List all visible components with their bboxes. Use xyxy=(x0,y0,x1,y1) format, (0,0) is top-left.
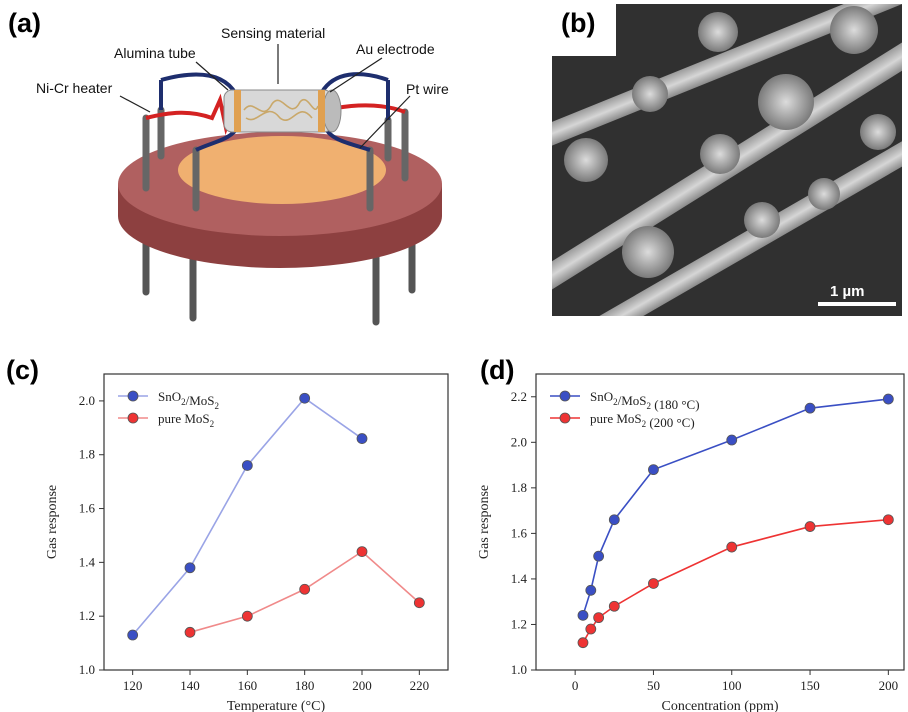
chart-d-data-point xyxy=(804,402,816,414)
chart-d-data-point xyxy=(593,550,605,562)
chart-c-ytick-label: 1.4 xyxy=(79,554,96,569)
label-sensing-material: Sensing material xyxy=(221,25,326,41)
chart-d-data-point xyxy=(648,464,659,476)
chart-c-ytick-label: 2.0 xyxy=(79,393,95,408)
chart-c-xtick-label: 200 xyxy=(352,678,372,693)
sensing-material xyxy=(243,98,319,121)
label-nicr-heater: Ni-Cr heater xyxy=(36,80,113,96)
chart-c-data-point xyxy=(184,626,196,638)
panel-b-letter: (b) xyxy=(561,8,596,38)
chart-c-ytick-label: 1.8 xyxy=(79,447,95,462)
chart-d-ytick-label: 1.2 xyxy=(511,616,527,631)
chart-d-series-line-0 xyxy=(582,398,889,616)
chart-c-legend-marker-1 xyxy=(127,412,139,424)
chart-c-ytick-label: 1.0 xyxy=(79,662,95,677)
chart-c-data-point xyxy=(413,597,425,609)
chart-d-xtick-label: 50 xyxy=(647,678,660,693)
chart-d-xtick-label: 100 xyxy=(722,678,742,693)
chart-c-legend-label-0: SnO2/MoS2 xyxy=(158,389,219,411)
chart-d-legend-label-0: SnO2/MoS2 (180 °C) xyxy=(590,389,700,412)
chart-d-xtick-label: 200 xyxy=(879,678,899,693)
panel-a-letter: (a) xyxy=(8,8,41,38)
chart-c-xtick-label: 180 xyxy=(295,678,315,693)
label-leaders xyxy=(119,44,411,149)
chart-c-xtick-label: 160 xyxy=(238,678,258,693)
chart-d-plot-frame xyxy=(535,373,905,671)
chart-d-ytick-label: 1.6 xyxy=(511,525,528,540)
pins xyxy=(142,106,409,212)
chart-d-series-line-1 xyxy=(582,518,889,644)
chart-d-data-point xyxy=(804,521,816,532)
sensor-device-schematic xyxy=(118,44,442,326)
chart-d-ytick-label: 1.8 xyxy=(511,480,527,495)
chart-d-legend-label-1: pure MoS2 (200 °C) xyxy=(590,411,695,430)
chart-c-legend-marker-0 xyxy=(127,390,139,402)
chart-d-data-point xyxy=(726,434,738,446)
chart-d-data-point xyxy=(882,514,894,526)
chart-d-data-point xyxy=(608,600,620,612)
chart-c-data-point xyxy=(299,583,311,595)
chart-d-data-point xyxy=(648,578,659,589)
chart-d-ytick-label: 2.0 xyxy=(511,434,527,449)
chart-c-xtick-label: 220 xyxy=(410,678,430,693)
mos2-flower-clusters xyxy=(564,6,896,278)
electrode-wires xyxy=(160,72,389,152)
chart-c-xlabel: Temperature (°C) xyxy=(227,699,326,712)
chart-d-data-point xyxy=(882,393,894,405)
panel-d-letter: (d) xyxy=(480,355,515,385)
chart-c-data-point xyxy=(299,392,311,404)
chart-c-temperature: 120 140 160 180 200 220 1.0 1.2 1.4 1.6 1.8 2.0 Temp… xyxy=(45,373,449,712)
chart-c-data-point xyxy=(356,433,368,444)
chart-c-xtick-label: 120 xyxy=(123,678,143,693)
chart-d-xtick-label: 0 xyxy=(572,678,579,693)
chart-d-legend-marker-0 xyxy=(559,390,571,402)
chart-d-concentration: 0 50 100 150 200 1.0 1.2 1.4 1.6 1.8 2.0 2.2 Concent… xyxy=(477,373,905,712)
chart-c-data-point xyxy=(127,629,139,641)
chart-d-data-point xyxy=(585,623,597,635)
chart-d-ylabel: Gas response xyxy=(477,485,492,559)
sem-texture xyxy=(552,4,902,316)
scalebar-label: 1 µm xyxy=(830,283,865,300)
chart-c-ytick-label: 1.2 xyxy=(79,608,95,623)
chart-d-ytick-label: 1.0 xyxy=(511,662,527,677)
chart-c-xtick-label: 140 xyxy=(180,678,200,693)
chart-d-ytick-label: 1.4 xyxy=(511,571,528,586)
label-au-electrode: Au electrode xyxy=(356,41,435,57)
label-pt-wire: Pt wire xyxy=(406,81,449,97)
panel-c-letter: (c) xyxy=(6,355,39,385)
chart-c-data-point xyxy=(356,546,368,558)
label-alumina-tube: Alumina tube xyxy=(114,45,196,61)
chart-d-data-point xyxy=(608,514,620,526)
nicr-heater-wire xyxy=(145,93,234,136)
au-electrode-band-left xyxy=(234,90,241,132)
scalebar xyxy=(818,302,896,306)
chart-c-series-line-0 xyxy=(132,397,363,636)
chart-c-data-point xyxy=(184,562,196,574)
chart-d-data-point xyxy=(577,609,589,621)
chart-d-data-point xyxy=(577,637,589,649)
chart-c-legend-label-1: pure MoS2 xyxy=(158,411,214,429)
chart-c-ylabel: Gas response xyxy=(45,485,60,559)
chart-d-xlabel: Concentration (ppm) xyxy=(661,699,778,712)
chart-c-ytick-label: 1.6 xyxy=(79,501,96,516)
chart-d-data-point xyxy=(593,612,605,624)
au-electrode-band-right xyxy=(318,90,325,132)
chart-c-plot-frame xyxy=(103,373,449,671)
chart-c-data-point xyxy=(241,610,253,622)
sem-letter-background xyxy=(552,4,616,56)
chart-c-data-point xyxy=(241,460,253,471)
chart-d-data-point xyxy=(585,584,597,596)
sem-image xyxy=(552,4,902,316)
chart-d-legend-marker-1 xyxy=(559,412,571,424)
chart-d-xtick-label: 150 xyxy=(800,678,820,693)
orange-pad xyxy=(178,136,386,204)
chart-d-ytick-label: 2.2 xyxy=(511,389,527,404)
chart-d-data-point xyxy=(726,541,738,553)
